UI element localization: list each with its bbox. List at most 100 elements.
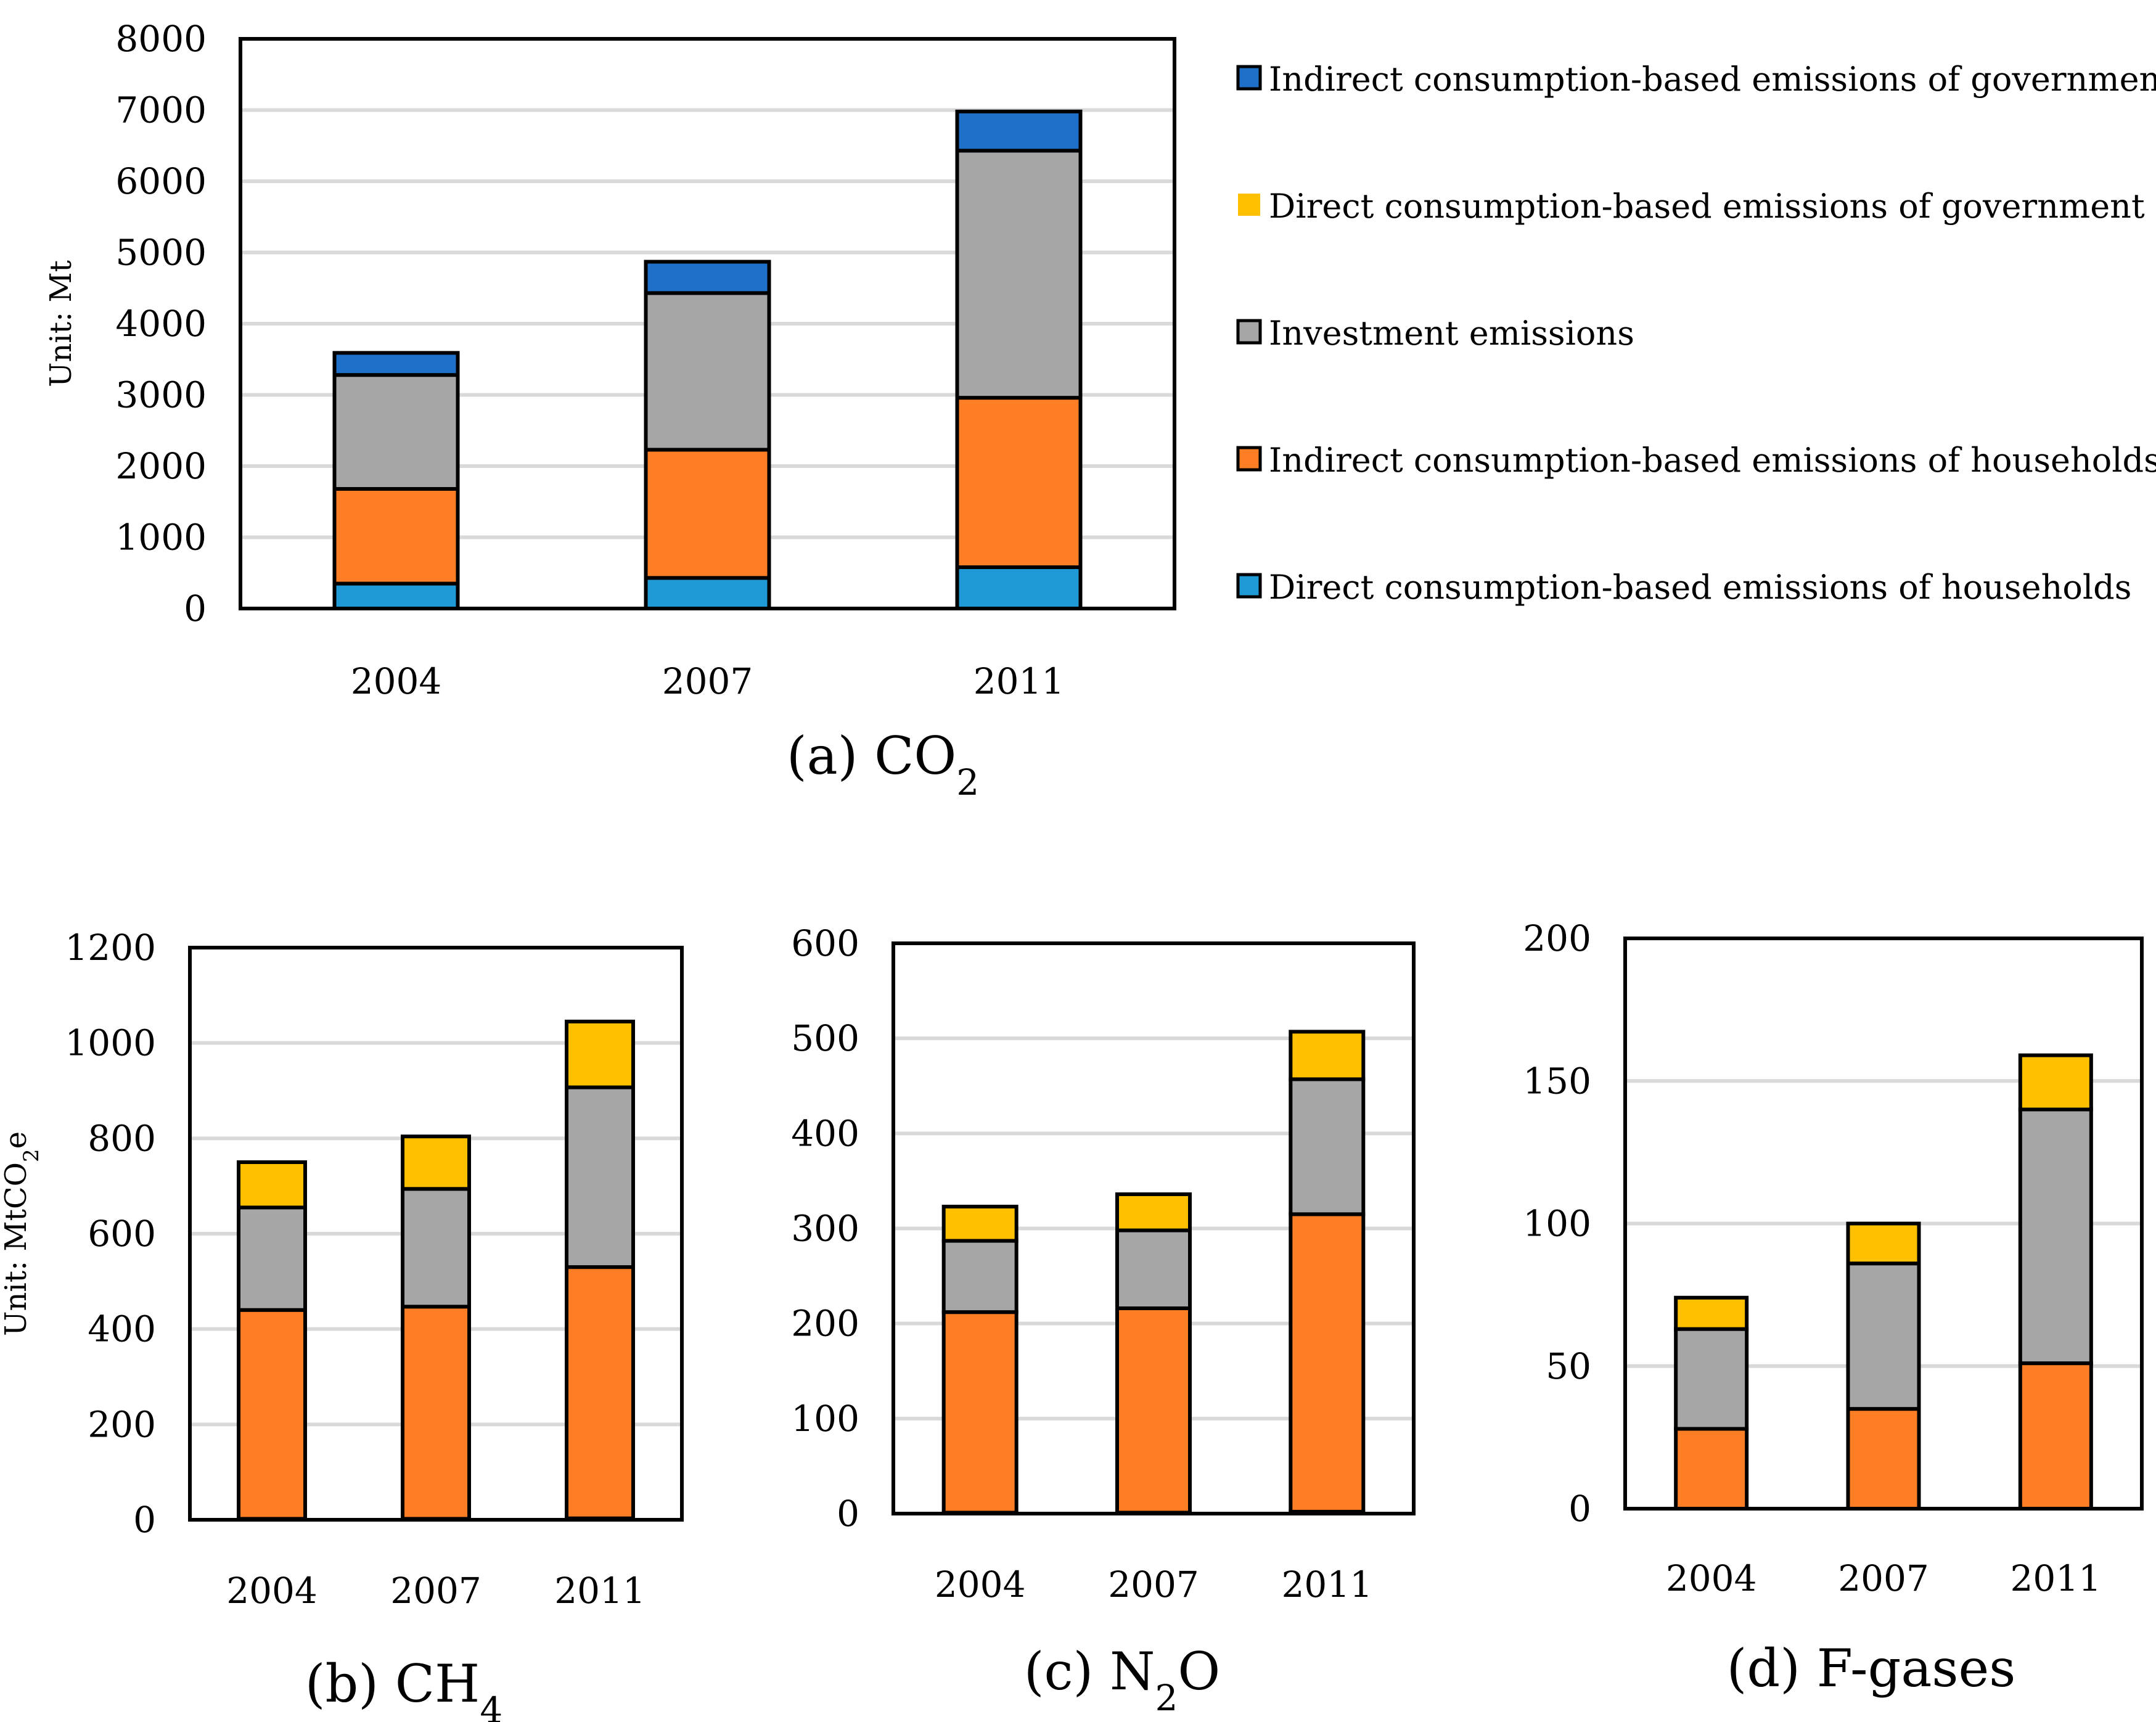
legend-swatch-indirect-government (1236, 65, 1262, 91)
legend-label: Indirect consumption-based emissions of … (1269, 441, 2156, 480)
legend-label: Direct consumption-based emissions of go… (1269, 187, 2145, 226)
bar-segment-indirect-households (644, 448, 771, 580)
legend-label: Direct consumption-based emissions of ho… (1269, 568, 2131, 607)
bar-segment-investment (955, 149, 1083, 400)
y-tick-label: 600 (88, 1213, 156, 1255)
x-tick-label: 2011 (2010, 1557, 2102, 1599)
bar-segment-indirect-households (2018, 1361, 2093, 1511)
y-axis-label: Unit: Mt (44, 260, 78, 387)
y-tick-label: 150 (1523, 1060, 1591, 1102)
x-tick-label: 2011 (973, 660, 1065, 702)
y-tick-label: 500 (791, 1017, 859, 1059)
y-tick-label: 100 (1523, 1203, 1591, 1245)
bar-segment-direct-government (2018, 1053, 2093, 1112)
bar-segment-investment (1674, 1327, 1749, 1431)
legend-swatch-direct-households (1236, 573, 1262, 599)
ch4-chart: 0 200 400 600 800 1000 1200 2004 2007 2011 Unit: M… (0, 927, 684, 1722)
y-tick-label: 400 (88, 1308, 156, 1350)
y-tick-label: 7000 (115, 89, 207, 131)
text-subscript: 2 (956, 761, 979, 803)
bar-segment-direct-government (1674, 1295, 1749, 1331)
bar-segment-direct-households (332, 581, 460, 611)
y-tick-label: 100 (791, 1398, 859, 1440)
chart-caption: (b) CH4 (305, 1654, 502, 1722)
x-tick-label: 2007 (1108, 1564, 1199, 1605)
y-tick-label: 0 (184, 588, 207, 629)
y-axis-label: Unit: MtCO2e (0, 1131, 44, 1336)
bar-segment-indirect-households (1115, 1306, 1192, 1515)
y-tick-label: 600 (791, 922, 859, 964)
y-tick-label: 50 (1546, 1345, 1591, 1387)
bar-segment-indirect-households (332, 486, 460, 586)
bar-segment-direct-government (565, 1019, 635, 1089)
y-tick-label: 1000 (115, 517, 207, 559)
y-tick-label: 0 (1568, 1488, 1591, 1530)
x-tick-label: 2007 (662, 660, 753, 702)
text-main: Unit: Mt (44, 260, 78, 387)
chart-caption: (d) F-gases (1727, 1638, 2016, 1699)
chart-caption: (c) N2O (1024, 1641, 1221, 1719)
co2-chart: 0 1000 2000 3000 4000 5000 6000 7000 8000 2004 200… (44, 18, 1176, 803)
text-main: (b) CH (305, 1654, 480, 1714)
fgases-chart: 0 50 100 150 200 2004 2007 2011 (d) F-gases (1523, 917, 2144, 1699)
n2o-chart: 0 100 200 300 400 500 600 2004 2007 2011 (c) N2O (791, 922, 1416, 1719)
y-tick-label: 200 (88, 1403, 156, 1445)
text-subscript: 2 (19, 1149, 44, 1162)
bar-segment-indirect-government (332, 351, 460, 377)
y-tick-label: 200 (791, 1303, 859, 1345)
text-main: (a) CO (787, 726, 956, 786)
y-tick-label: 300 (791, 1208, 859, 1250)
y-tick-label: 1000 (65, 1022, 156, 1064)
x-tick-label: 2007 (1838, 1557, 1929, 1599)
bar-segment-direct-households (955, 565, 1083, 611)
text-subscript: 4 (480, 1689, 502, 1722)
y-tick-label: 1200 (65, 927, 156, 969)
y-tick-label: 0 (837, 1493, 859, 1535)
bar-segment-indirect-households (565, 1265, 635, 1520)
y-tick-label: 6000 (115, 160, 207, 202)
text-main: Unit: MtCO (0, 1162, 33, 1336)
bar-segment-direct-government (1115, 1192, 1192, 1232)
bar-segment-indirect-households (1674, 1427, 1749, 1511)
bar-segment-indirect-households (237, 1308, 307, 1521)
plot-frame (239, 37, 1176, 610)
x-tick-label: 2004 (935, 1564, 1026, 1605)
legend-label: Investment emissions (1269, 314, 1634, 353)
bar-segment-investment (1846, 1261, 1921, 1411)
bar-segment-investment (237, 1205, 307, 1312)
bar-segment-investment (2018, 1107, 2093, 1366)
x-tick-label: 2011 (1282, 1564, 1373, 1605)
y-tick-label: 400 (791, 1112, 859, 1154)
y-tick-label: 5000 (115, 232, 207, 274)
bar-segment-indirect-government (955, 109, 1083, 153)
bar-segment-investment (1289, 1077, 1366, 1216)
bar-segment-investment (401, 1187, 471, 1309)
bar-segment-investment (644, 291, 771, 452)
bar-segment-indirect-households (941, 1310, 1019, 1515)
y-tick-label: 0 (133, 1499, 156, 1541)
y-tick-label: 200 (1523, 917, 1591, 959)
legend-swatch-indirect-households (1236, 446, 1262, 472)
bar-segment-indirect-households (401, 1305, 471, 1521)
bar-segment-investment (332, 373, 460, 491)
y-tick-label: 4000 (115, 303, 207, 345)
bar-segment-direct-government (1846, 1221, 1921, 1266)
text-subscript: 2 (1155, 1677, 1178, 1719)
bar-segment-direct-government (941, 1205, 1019, 1243)
bar-segment-indirect-households (1846, 1407, 1921, 1511)
bar-segment-indirect-households (1289, 1212, 1366, 1514)
text-main: (c) N (1024, 1641, 1155, 1702)
bar-segment-investment (565, 1085, 635, 1269)
x-tick-label: 2004 (226, 1570, 318, 1612)
bar-segment-direct-government (1289, 1030, 1366, 1081)
y-tick-label: 2000 (115, 445, 207, 487)
text-tail: e (0, 1131, 33, 1149)
bar-segment-direct-government (237, 1160, 307, 1210)
x-tick-label: 2007 (390, 1570, 482, 1612)
bar-segment-indirect-government (644, 260, 771, 295)
legend-swatch-investment (1236, 319, 1262, 345)
plot-frame (188, 946, 684, 1522)
bar-segment-indirect-households (955, 396, 1083, 570)
y-tick-label: 800 (88, 1117, 156, 1159)
